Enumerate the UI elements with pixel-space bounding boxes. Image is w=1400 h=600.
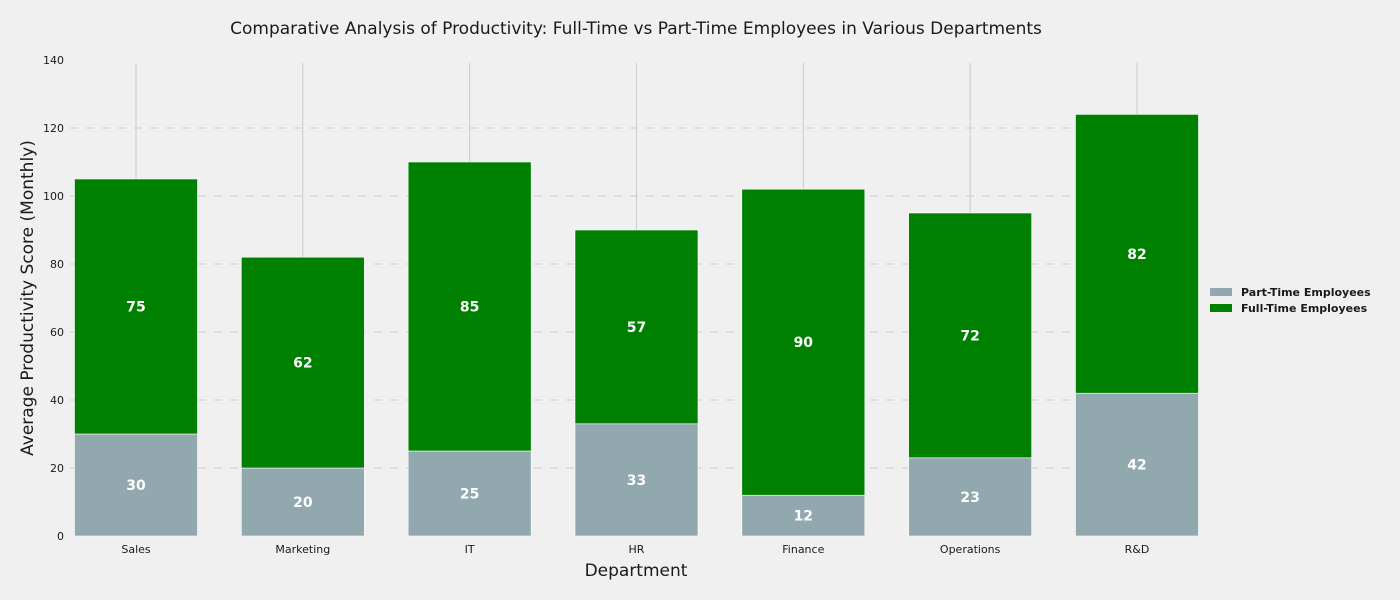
x-tick-label: R&D — [1125, 543, 1150, 556]
x-axis-label: Department — [585, 561, 688, 581]
bar-value-label: 62 — [293, 356, 312, 372]
bar-value-label: 23 — [960, 490, 979, 506]
x-tick-label: Sales — [121, 543, 151, 556]
bar-full-time — [574, 229, 699, 425]
bar-value-label: 75 — [126, 300, 145, 316]
y-tick-label: 120 — [43, 122, 64, 135]
y-tick-label: 60 — [50, 326, 64, 339]
y-tick-label: 100 — [43, 190, 64, 203]
legend-label: Full-Time Employees — [1241, 302, 1368, 315]
bar-full-time — [741, 188, 866, 496]
legend-swatch — [1210, 288, 1232, 296]
ticks-layer: Sales Marketing IT HR Finance Operations R&D 0 2… — [43, 54, 1149, 556]
x-tick-label: Operations — [940, 543, 1001, 556]
x-tick-label: Marketing — [275, 543, 330, 556]
bar-part-time — [241, 467, 365, 537]
chart-title: Comparative Analysis of Productivity: Fu… — [230, 19, 1042, 39]
bar-value-label: 85 — [460, 300, 479, 316]
legend: Part-Time Employees Full-Time Employees — [1210, 286, 1371, 315]
bar-part-time — [574, 423, 699, 537]
bar-value-label: 82 — [1127, 247, 1146, 263]
x-tick-label: HR — [629, 543, 645, 556]
bar-full-time — [74, 178, 198, 435]
y-tick-label: 80 — [50, 258, 64, 271]
x-tick-label: Finance — [782, 543, 824, 556]
y-tick-label: 40 — [50, 394, 64, 407]
legend-label: Part-Time Employees — [1241, 286, 1371, 299]
bars-layer — [74, 114, 1199, 537]
bar-value-label: 90 — [794, 335, 814, 351]
bar-full-time — [407, 161, 532, 452]
bar-value-label: 72 — [960, 328, 979, 344]
y-axis-label: Average Productivity Score (Monthly) — [18, 140, 38, 456]
bar-part-time — [908, 457, 1032, 537]
bar-value-label: 20 — [293, 495, 313, 511]
bar-value-label: 12 — [794, 509, 813, 525]
legend-swatch — [1210, 304, 1232, 312]
bar-part-time — [741, 494, 866, 537]
bar-part-time — [74, 433, 198, 537]
y-tick-label: 20 — [50, 462, 64, 475]
bar-value-label: 42 — [1127, 458, 1146, 474]
bar-value-label: 25 — [460, 487, 479, 503]
bar-full-time — [1075, 114, 1199, 394]
y-tick-label: 0 — [57, 530, 64, 543]
bar-value-label: 30 — [126, 478, 146, 494]
bar-part-time — [1075, 392, 1199, 537]
bar-value-label: 33 — [627, 473, 646, 489]
bar-value-label: 57 — [627, 320, 646, 336]
bar-part-time — [407, 450, 532, 537]
bar-full-time — [908, 212, 1032, 459]
bar-labels-layer: 30 75 20 62 25 85 33 57 12 90 23 72 42 82 — [126, 247, 1146, 525]
y-tick-label: 140 — [43, 54, 64, 67]
bar-full-time — [241, 256, 365, 469]
x-tick-label: IT — [465, 543, 475, 556]
